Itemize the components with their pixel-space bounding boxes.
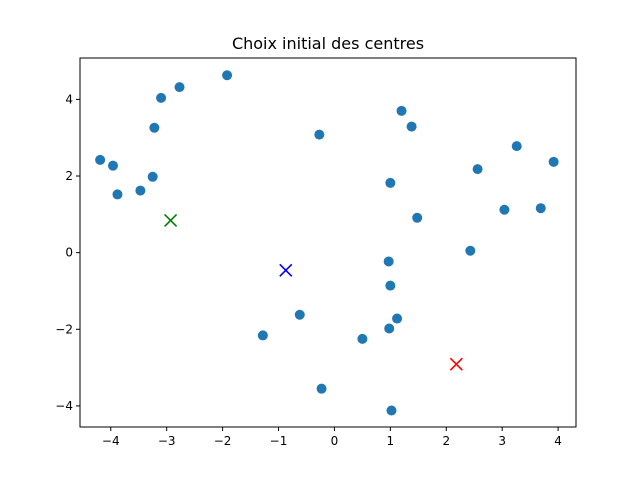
data-point — [472, 164, 483, 175]
y-tick-label: −2 — [55, 322, 73, 336]
data-point — [294, 309, 305, 320]
data-point — [222, 70, 233, 81]
data-point — [548, 156, 559, 167]
center-marker — [449, 357, 463, 371]
data-point — [385, 177, 396, 188]
data-point — [314, 129, 325, 140]
x-tick-label: −2 — [214, 434, 232, 448]
center-marker — [279, 263, 293, 277]
data-point — [316, 383, 327, 394]
data-point — [257, 330, 268, 341]
data-point — [465, 245, 476, 256]
x-axis-ticks: −4 −3 −2 −1 0 1 2 3 4 — [102, 427, 562, 448]
data-point — [95, 154, 106, 165]
center-marker — [164, 213, 178, 228]
data-point — [386, 405, 397, 416]
data-point — [392, 313, 403, 324]
data-point — [147, 171, 158, 182]
chart-title: Choix initial des centres — [232, 34, 424, 53]
data-point — [396, 105, 407, 116]
data-point — [174, 82, 185, 93]
data-point — [412, 212, 423, 223]
data-point — [357, 333, 368, 344]
x-tick-label: −3 — [158, 434, 176, 448]
data-point — [406, 121, 417, 132]
y-axis-ticks: −4 −2 0 2 4 — [55, 92, 80, 413]
data-point — [384, 323, 395, 334]
x-tick-label: 1 — [387, 434, 395, 448]
x-tick-label: −1 — [270, 434, 288, 448]
data-point — [499, 204, 510, 215]
x-tick-label: 2 — [442, 434, 450, 448]
x-tick-label: 0 — [331, 434, 339, 448]
data-point — [511, 141, 522, 152]
data-point — [107, 160, 118, 171]
x-tick-label: −4 — [102, 434, 120, 448]
plot-frame — [79, 57, 577, 428]
y-tick-label: −4 — [55, 399, 73, 413]
y-tick-label: 4 — [65, 92, 73, 106]
data-point — [383, 256, 394, 267]
y-tick-label: 2 — [65, 169, 73, 183]
data-point — [112, 189, 123, 200]
data-point — [156, 92, 167, 103]
y-tick-label: 0 — [65, 246, 73, 260]
x-tick-label: 3 — [498, 434, 506, 448]
data-point — [535, 203, 546, 214]
x-tick-label: 4 — [554, 434, 562, 448]
center-markers — [164, 213, 463, 371]
data-point — [135, 185, 146, 196]
data-points — [95, 70, 559, 416]
data-point — [385, 280, 396, 291]
data-point — [149, 122, 160, 133]
